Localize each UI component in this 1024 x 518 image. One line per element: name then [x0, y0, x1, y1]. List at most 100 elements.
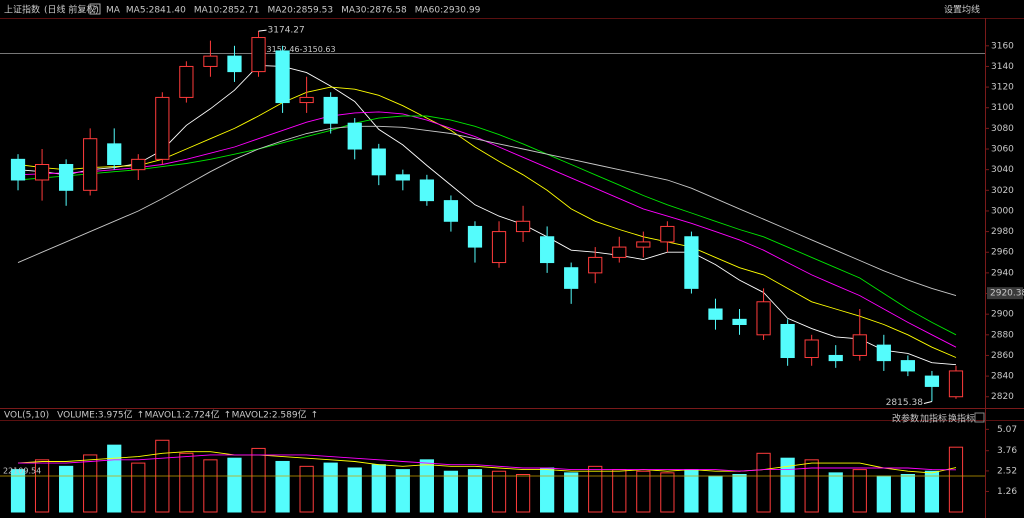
candle-body — [732, 318, 747, 325]
candle-body — [131, 158, 146, 171]
y-tick-label: 3.76 — [997, 446, 1017, 456]
candle-body — [900, 360, 915, 372]
y-tick-label: 2900 — [991, 310, 1014, 320]
candle-body — [83, 138, 98, 191]
volume-bar — [515, 474, 531, 513]
volume-ref-label: 22109.54 — [3, 467, 41, 476]
candle-body — [179, 65, 194, 98]
volume-value: VOLUME:3.975亿 — [57, 409, 133, 421]
candle-body — [347, 122, 362, 150]
candle-body — [227, 55, 242, 73]
y-tick-label: 3020 — [991, 186, 1014, 196]
legend-entry: MAVOL1:2.724亿 — [145, 409, 220, 421]
volume-bar — [948, 446, 964, 513]
y-tick-label: 2980 — [991, 227, 1014, 237]
volume-bar — [876, 475, 891, 513]
candle-body — [59, 164, 74, 191]
y-tick-label: 1.26 — [997, 487, 1017, 497]
candle-body — [251, 37, 266, 73]
settings-button[interactable]: 设置均线 — [944, 4, 980, 16]
indicator-button[interactable]: 改参数 — [892, 413, 919, 425]
ma-line — [18, 454, 957, 472]
volume-title: VOL(5,10) — [4, 411, 49, 421]
reference-label: 3152.46-3150.63 — [267, 45, 336, 54]
volume-bar — [203, 459, 218, 513]
volume-bar — [540, 467, 555, 513]
candle-body — [491, 231, 507, 264]
close-button[interactable] — [974, 412, 985, 423]
indicator-button[interactable]: 换指标 — [948, 413, 975, 425]
indicator-button[interactable]: 加指标 — [920, 413, 947, 425]
candle-body — [852, 334, 867, 356]
volume-bar — [467, 469, 483, 513]
volume-bar — [299, 465, 314, 513]
symbol: 上证指数 — [4, 4, 40, 16]
y-tick-label: 2960 — [991, 248, 1014, 258]
volume-bar — [443, 470, 459, 513]
volume-bar — [251, 447, 266, 513]
candle-body — [155, 96, 170, 160]
y-tick-label: 2860 — [991, 351, 1014, 361]
y-tick-label: 3120 — [991, 83, 1014, 93]
price-tag-label: 2920.38 — [990, 289, 1024, 299]
ma-line — [17, 451, 957, 474]
candle-body — [10, 158, 26, 181]
legend-entry: MA20:2859.53 — [267, 6, 333, 16]
candle-body — [756, 301, 771, 336]
candle-body — [636, 241, 651, 248]
legend-entry: MAVOL2:2.589亿 — [232, 409, 307, 421]
candle-body — [876, 344, 891, 362]
volume-bar — [419, 459, 434, 513]
y-tick-label: 3160 — [991, 41, 1014, 51]
candle-body — [708, 308, 723, 320]
y-tick-label: 3140 — [991, 62, 1014, 72]
candle-body — [515, 220, 531, 233]
candle-body — [467, 225, 483, 248]
volume-bar — [227, 457, 242, 513]
annotation-pointer — [258, 29, 267, 32]
ma-line — [17, 86, 957, 358]
volume-bar — [131, 462, 146, 513]
candle-body — [107, 143, 122, 166]
y-tick-label: 3060 — [991, 145, 1014, 155]
candle-body — [540, 236, 555, 264]
volume-bar — [900, 474, 915, 513]
ma-line — [17, 125, 957, 297]
ma-line — [17, 111, 957, 348]
candle-body — [299, 96, 314, 104]
legend-entry: MA60:2930.99 — [415, 6, 481, 16]
y-tick-label: 2940 — [991, 268, 1014, 278]
help-icon[interactable] — [89, 3, 101, 15]
ma-line — [17, 64, 957, 366]
candle-body — [588, 256, 603, 274]
y-tick-label: 3040 — [991, 165, 1014, 175]
volume-bar — [756, 452, 771, 513]
volume-bar — [588, 465, 603, 513]
volume-bar — [660, 472, 675, 513]
volume-bar — [852, 469, 867, 513]
volume-bar — [828, 472, 843, 513]
y-tick-label: 2.52 — [997, 466, 1017, 476]
volume-bar — [275, 460, 290, 513]
y-tick-label: 3080 — [991, 124, 1014, 134]
volume-bar — [708, 475, 723, 513]
volume-bar — [732, 474, 747, 513]
legend-entry: MA5:2841.40 — [126, 6, 186, 16]
candle-body — [564, 267, 579, 289]
volume-bar — [491, 470, 507, 513]
y-tick-label: 5.07 — [997, 425, 1017, 435]
candle-body — [395, 174, 410, 181]
volume-bar — [371, 464, 386, 513]
candle-body — [780, 323, 795, 359]
candle-body — [419, 179, 434, 202]
volume-bar — [179, 452, 194, 513]
volume-bar — [564, 472, 579, 513]
volume-bar — [59, 465, 74, 513]
candle-body — [443, 200, 459, 222]
arrow: ↑ — [311, 411, 319, 421]
ma-label: MA — [106, 6, 121, 16]
volume-bar — [107, 444, 122, 513]
